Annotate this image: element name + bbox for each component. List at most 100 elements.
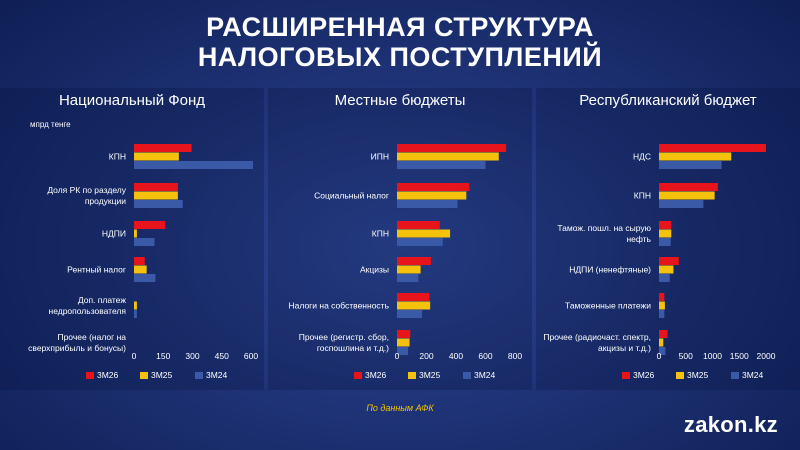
legend-label: 3М25: [419, 370, 441, 380]
legend-swatch: [140, 372, 148, 379]
bar-3М24: [659, 274, 670, 282]
bar-3М24: [659, 200, 704, 208]
bar-3М24: [397, 238, 443, 246]
category-label: Тамож. пошл. на сырую нефть: [557, 223, 651, 244]
bar-3М24: [659, 161, 722, 169]
bar-3М24: [397, 200, 458, 208]
category-label: Прочее (регистр. сбор, госпошлина и т.д.): [299, 332, 389, 353]
bar-3М26: [659, 330, 668, 338]
bar-3М26: [134, 221, 166, 229]
bar-3М26: [659, 183, 718, 191]
bar-3М26: [659, 221, 672, 229]
bar-3М25: [134, 265, 147, 274]
bar-3М25: [134, 191, 178, 200]
category-label: Рентный налог: [67, 265, 126, 275]
legend-swatch: [676, 372, 684, 379]
bar-3М25: [659, 191, 715, 200]
bar-3М24: [659, 347, 666, 355]
chart-panel-local-budgets: Местные бюджеты ИПН Социальный налог КПН Ак…: [268, 88, 532, 390]
category-label: Таможенные платежи: [565, 301, 651, 311]
bar-3М25: [397, 338, 410, 347]
bar-3М25: [659, 338, 664, 347]
bar-3М25: [134, 152, 179, 161]
chart-title: Местные бюджеты: [334, 92, 466, 109]
bar-3М25: [659, 152, 732, 161]
legend-swatch: [463, 372, 471, 379]
title-line-2: НАЛОГОВЫХ ПОСТУПЛЕНИЙ: [197, 42, 603, 72]
category-label: Социальный налог: [314, 191, 389, 201]
legend-label: 3М25: [687, 370, 709, 380]
chart-title: Республиканский бюджет: [579, 92, 757, 109]
x-tick-label: 600: [478, 351, 492, 361]
category-label: КПН: [372, 229, 389, 239]
legend-swatch: [195, 372, 203, 379]
x-tick-label: 1500: [730, 351, 749, 361]
category-label: Доп. платеж недропользователя: [49, 295, 127, 316]
bar-3М25: [659, 229, 672, 238]
logo: zakon.kz: [683, 412, 778, 437]
legend-label: 3М26: [365, 370, 387, 380]
legend-swatch: [86, 372, 94, 379]
category-label: Акцизы: [360, 265, 389, 275]
bar-3М26: [659, 257, 679, 265]
x-tick-label: 600: [244, 351, 258, 361]
category-label: НДС: [633, 152, 651, 162]
legend-label: 3М25: [151, 370, 173, 380]
bar-3М25: [134, 301, 137, 310]
bar-3М24: [397, 274, 419, 282]
legend-swatch: [622, 372, 630, 379]
category-label: КПН: [634, 191, 651, 201]
x-tick-label: 150: [156, 351, 170, 361]
x-tick-label: 400: [449, 351, 463, 361]
bar-chart-republican-budget: НДС КПН Тамож. пошл. на сырую нефть НДПИ (не…: [543, 144, 776, 380]
bar-3М24: [659, 238, 671, 246]
legend-swatch: [731, 372, 739, 379]
category-label: КПН: [109, 152, 126, 162]
bar-3М26: [659, 293, 665, 301]
chart-title: Национальный Фонд: [58, 92, 206, 109]
x-tick-label: 1000: [703, 351, 722, 361]
bar-chart-local-budgets: ИПН Социальный налог КПН Акцизы Налоги на со…: [289, 144, 522, 380]
legend-label: 3М24: [474, 370, 496, 380]
bar-3М26: [397, 293, 430, 301]
x-tick-label: 200: [419, 351, 433, 361]
bar-3М26: [659, 144, 766, 152]
legend-swatch: [354, 372, 362, 379]
x-tick-label: 300: [185, 351, 199, 361]
bar-3М26: [134, 257, 145, 265]
bar-3М24: [134, 310, 137, 318]
chart-panel-republican-budget: Республиканский бюджет НДС КПН Тамож. пошл…: [536, 88, 800, 390]
bar-3М24: [134, 238, 155, 246]
legend-label: 3М24: [206, 370, 228, 380]
x-tick-label: 0: [132, 351, 137, 361]
title-line-1: РАСШИРЕННАЯ СТРУКТУРА: [206, 12, 594, 42]
x-tick-label: 450: [215, 351, 229, 361]
source-note: По данным АФК: [366, 403, 434, 413]
bar-3М25: [659, 265, 674, 274]
chart-panel-national-fund: Национальный Фонд мпрд тенге КПН Доля РК …: [0, 88, 264, 390]
bar-3М24: [397, 161, 486, 169]
x-tick-label: 2000: [757, 351, 776, 361]
bar-3М25: [397, 301, 431, 310]
unit-label: мпрд тенге: [30, 120, 71, 129]
bar-chart-national-fund: КПН Доля РК по разделу продукции НДПИ Рентны…: [28, 144, 258, 380]
bar-3М26: [397, 221, 440, 229]
legend-label: 3М24: [742, 370, 764, 380]
bar-3М25: [397, 229, 451, 238]
bar-3М24: [134, 161, 253, 169]
bar-3М24: [134, 200, 183, 208]
category-label: НДПИ: [102, 229, 126, 239]
legend-label: 3М26: [97, 370, 119, 380]
bar-3М25: [397, 191, 467, 200]
bar-3М26: [397, 330, 411, 338]
bar-3М24: [659, 310, 665, 318]
bar-3М26: [397, 144, 507, 152]
category-label: Прочее (налог на сверхприбыль и бонусы): [28, 332, 126, 353]
category-label: НДПИ (ненефтяные): [569, 265, 651, 275]
x-tick-label: 800: [508, 351, 522, 361]
bar-3М24: [134, 274, 156, 282]
bar-3М26: [134, 183, 178, 191]
legend-label: 3М26: [633, 370, 655, 380]
bar-3М25: [397, 152, 499, 161]
category-label: Доля РК по разделу продукции: [47, 185, 126, 206]
